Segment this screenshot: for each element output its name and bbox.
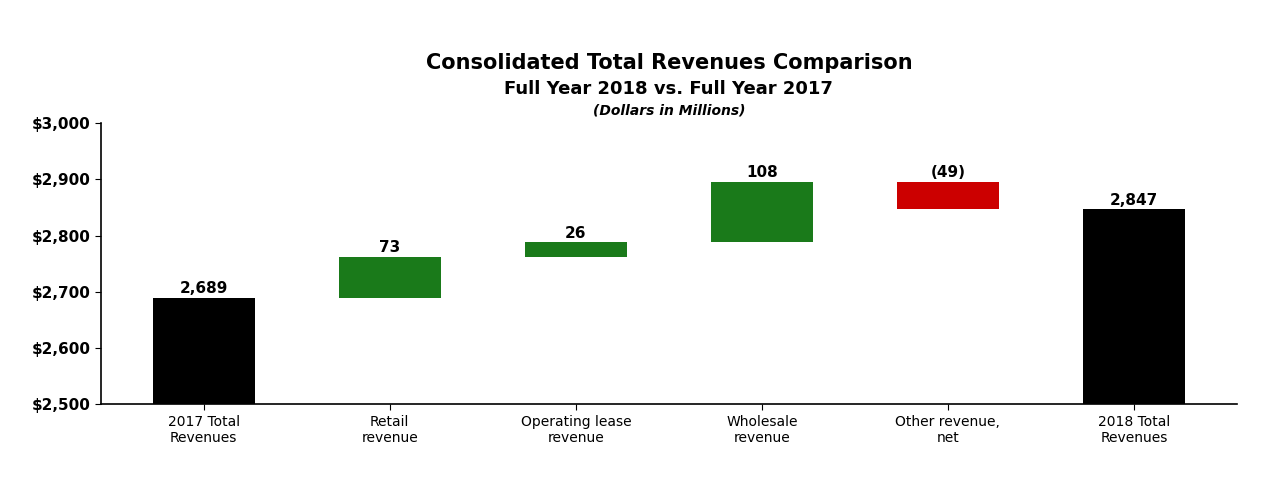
Bar [153,298,255,404]
Text: 108: 108 [746,165,777,180]
Bar [711,182,813,243]
Text: (Dollars in Millions): (Dollars in Millions) [593,104,745,118]
Bar [338,257,440,298]
Text: 26: 26 [565,226,587,241]
Bar [897,182,1000,209]
Text: (49): (49) [930,165,965,180]
Text: Consolidated Total Revenues Comparison: Consolidated Total Revenues Comparison [425,53,912,72]
Bar [525,243,627,257]
Text: Full Year 2018 vs. Full Year 2017: Full Year 2018 vs. Full Year 2017 [505,80,833,98]
Text: 73: 73 [379,240,400,255]
Text: 2,847: 2,847 [1109,193,1159,208]
Text: 2,689: 2,689 [179,282,228,296]
Bar [1083,209,1185,404]
